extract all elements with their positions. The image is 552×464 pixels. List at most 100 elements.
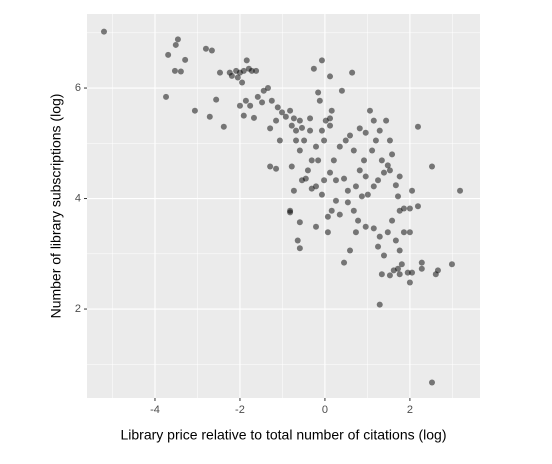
- point: [396, 173, 403, 180]
- point: [267, 125, 274, 132]
- point: [318, 57, 325, 64]
- point: [386, 272, 393, 279]
- point: [206, 113, 213, 120]
- point: [264, 85, 271, 92]
- point: [409, 187, 416, 194]
- point: [414, 203, 421, 210]
- point: [236, 102, 243, 109]
- point: [182, 56, 189, 63]
- point: [356, 125, 363, 132]
- point: [341, 259, 348, 266]
- point: [324, 229, 331, 236]
- point: [376, 127, 383, 134]
- point: [383, 117, 390, 124]
- point: [380, 252, 387, 259]
- point: [247, 102, 254, 109]
- point: [338, 87, 345, 94]
- point: [344, 187, 351, 194]
- point: [298, 177, 305, 184]
- point: [428, 379, 435, 386]
- point: [177, 68, 184, 75]
- point: [370, 183, 377, 190]
- point: [288, 163, 295, 170]
- x-tick-label: 2: [407, 404, 413, 416]
- point: [248, 67, 255, 74]
- point: [414, 123, 421, 130]
- point: [418, 265, 425, 272]
- point: [304, 167, 311, 174]
- point: [287, 107, 294, 114]
- point: [457, 187, 464, 194]
- point: [313, 143, 320, 150]
- point: [400, 229, 407, 236]
- point: [321, 177, 328, 184]
- point: [308, 157, 315, 164]
- point: [378, 271, 385, 278]
- point: [296, 117, 303, 124]
- point: [336, 143, 343, 150]
- plot-panel: [87, 14, 480, 398]
- point: [346, 132, 353, 139]
- point: [318, 127, 325, 134]
- point: [321, 137, 328, 144]
- point: [324, 213, 331, 220]
- point: [315, 157, 322, 164]
- point: [392, 237, 399, 244]
- point: [406, 205, 413, 212]
- point: [396, 271, 403, 278]
- point: [228, 72, 235, 79]
- point: [290, 115, 297, 122]
- point: [448, 261, 455, 268]
- point: [376, 301, 383, 308]
- point: [386, 167, 393, 174]
- point: [396, 247, 403, 254]
- point: [260, 87, 267, 94]
- point: [361, 157, 368, 164]
- point: [171, 67, 178, 74]
- point: [318, 191, 325, 198]
- point: [366, 107, 373, 114]
- point: [332, 197, 339, 204]
- point: [259, 99, 266, 106]
- point: [316, 97, 323, 104]
- point: [434, 267, 441, 274]
- point: [346, 247, 353, 254]
- point: [240, 112, 247, 119]
- point: [332, 177, 339, 184]
- point: [406, 279, 413, 286]
- point: [240, 67, 247, 74]
- x-tick-label: -4: [150, 404, 160, 416]
- y-tick-label: 4: [75, 192, 81, 204]
- point: [395, 193, 402, 200]
- point: [308, 185, 315, 192]
- point: [254, 93, 261, 100]
- point: [406, 229, 413, 236]
- point: [216, 69, 223, 76]
- point: [350, 147, 357, 154]
- point: [349, 69, 356, 76]
- point: [428, 163, 435, 170]
- point: [288, 122, 295, 129]
- point: [370, 117, 377, 124]
- point: [290, 187, 297, 194]
- point: [273, 117, 280, 124]
- point: [213, 96, 220, 103]
- point: [344, 199, 351, 206]
- point: [389, 217, 396, 224]
- point: [390, 267, 397, 274]
- point: [392, 182, 399, 189]
- point: [364, 191, 371, 198]
- point: [378, 157, 385, 164]
- point: [253, 67, 260, 74]
- point: [327, 169, 334, 176]
- point: [386, 137, 393, 144]
- point: [384, 162, 391, 169]
- point: [362, 223, 369, 230]
- x-tick-label: 0: [322, 404, 328, 416]
- point: [100, 28, 107, 35]
- point: [327, 122, 334, 129]
- point: [328, 107, 335, 114]
- point: [342, 137, 349, 144]
- point: [341, 175, 348, 182]
- point: [267, 163, 274, 170]
